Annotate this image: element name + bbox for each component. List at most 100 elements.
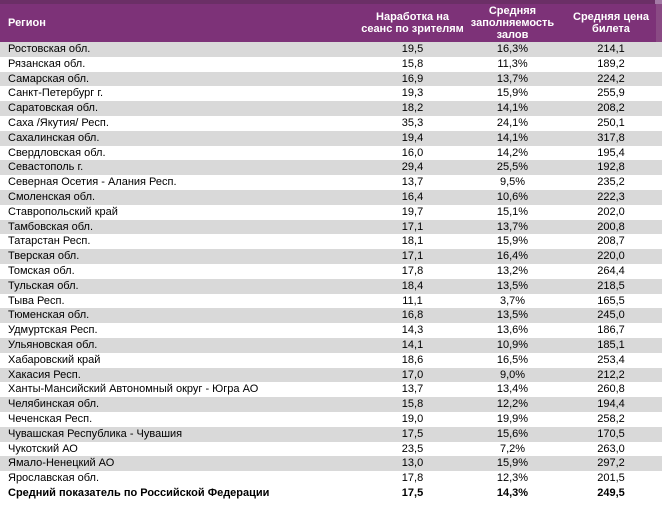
- table-header: Регион Наработка на сеанс по зрителям Ср…: [0, 0, 662, 42]
- region-cell: Чувашская Республика - Чувашия: [8, 427, 183, 440]
- occupancy-cell: 11,3%: [497, 57, 528, 70]
- occupancy-cell: 15,9%: [496, 87, 529, 100]
- price-cell: 208,2: [597, 102, 625, 115]
- table-row: Смоленская обл. 16,4 10,6% 222,3: [0, 189, 662, 205]
- per-session-cell: 18,2: [401, 102, 424, 115]
- price-cell: 253,4: [597, 353, 625, 366]
- per-session-cell: 17,1: [401, 250, 424, 263]
- price-cell: 200,8: [597, 220, 625, 233]
- region-cell: Тюменская обл.: [8, 309, 90, 322]
- region-cell: Хабаровский край: [8, 353, 101, 366]
- per-session-cell: 17,8: [401, 472, 424, 485]
- region-cell: Тверская обл.: [8, 250, 80, 263]
- column-header-region: Регион: [8, 17, 46, 29]
- table-row: Свердловская обл. 16,0 14,2% 195,4: [0, 146, 662, 161]
- per-session-cell: 16,8: [401, 309, 424, 322]
- per-session-cell: 17,8: [401, 264, 424, 277]
- per-session-cell: 13,0: [401, 457, 424, 470]
- per-session-cell: 13,7: [401, 383, 424, 396]
- per-session-cell: 14,3: [401, 324, 424, 337]
- table-row: Сахалинская обл. 19,4 14,1% 317,8: [0, 130, 662, 146]
- region-cell: Чукотский АО: [8, 442, 78, 455]
- occupancy-cell: 16,4%: [496, 250, 529, 263]
- occupancy-cell: 14,2%: [496, 146, 529, 159]
- price-cell: 222,3: [597, 190, 625, 203]
- region-cell: Саратовская обл.: [8, 102, 99, 115]
- table-row: Чеченская Респ. 19,0 19,9% 258,2: [0, 412, 662, 427]
- table-row: Ханты-Мансийский Автономный округ - Югра…: [0, 382, 662, 397]
- column-header-occupancy: Средняя заполняемость залов: [470, 5, 555, 41]
- header-right-edge: [656, 4, 662, 42]
- per-session-cell: 19,3: [401, 87, 424, 100]
- table-row: Рязанская обл. 15,8 11,3% 189,2: [0, 57, 662, 72]
- per-session-cell: 17,5: [401, 427, 424, 440]
- region-cell: Ульяновская обл.: [8, 338, 98, 351]
- per-session-cell: 18,1: [401, 235, 424, 248]
- price-cell: 170,5: [597, 427, 625, 440]
- occupancy-cell: 13,4%: [496, 383, 529, 396]
- table-row: Хакасия Респ. 17,0 9,0% 212,2: [0, 367, 662, 383]
- table-row: Ямало-Ненецкий АО 13,0 15,9% 297,2: [0, 456, 662, 472]
- price-cell: 165,5: [597, 294, 625, 307]
- table-row: Ростовская обл. 19,5 16,3% 214,1: [0, 42, 662, 57]
- table-row: Татарстан Респ. 18,1 15,9% 208,7: [0, 234, 662, 249]
- per-session-cell: 17,5: [401, 486, 424, 499]
- region-cell: Севастополь г.: [8, 161, 84, 174]
- region-cell: Ямало-Ненецкий АО: [8, 457, 115, 470]
- price-cell: 218,5: [597, 279, 625, 292]
- price-cell: 258,2: [597, 412, 625, 425]
- price-cell: 264,4: [597, 264, 625, 277]
- price-cell: 263,0: [597, 442, 625, 455]
- region-cell: Хакасия Респ.: [8, 368, 81, 381]
- table-row: Ульяновская обл. 14,1 10,9% 185,1: [0, 337, 662, 353]
- table-row: Томская обл. 17,8 13,2% 264,4: [0, 264, 662, 279]
- occupancy-cell: 13,7%: [496, 220, 529, 233]
- table-row: Ставропольский край 19,7 15,1% 202,0: [0, 205, 662, 220]
- occupancy-cell: 13,5%: [496, 279, 529, 292]
- region-cell: Свердловская обл.: [8, 146, 106, 159]
- region-cell: Ярославская обл.: [8, 472, 100, 485]
- header-top-right-corner: [655, 0, 662, 4]
- region-cell: Челябинская обл.: [8, 398, 100, 411]
- per-session-cell: 19,5: [401, 43, 424, 55]
- region-cell: Томская обл.: [8, 264, 75, 277]
- table-row: Тверская обл. 17,1 16,4% 220,0: [0, 249, 662, 264]
- price-cell: 195,4: [597, 146, 625, 159]
- table-row: Тульская обл. 18,4 13,5% 218,5: [0, 278, 662, 294]
- price-cell: 194,4: [597, 398, 625, 411]
- price-cell: 245,0: [597, 309, 625, 322]
- per-session-cell: 19,0: [401, 412, 424, 425]
- occupancy-cell: 25,5%: [496, 161, 529, 174]
- per-session-cell: 18,4: [401, 279, 424, 292]
- occupancy-cell: 16,3%: [496, 43, 529, 55]
- region-cell: Тамбовская обл.: [8, 220, 94, 233]
- region-cell: Ростовская обл.: [8, 43, 91, 55]
- table-row: Челябинская обл. 15,8 12,2% 194,4: [0, 397, 662, 412]
- occupancy-cell: 13,6%: [496, 324, 529, 337]
- table-row: Хабаровский край 18,6 16,5% 253,4: [0, 353, 662, 368]
- region-cell: Чеченская Респ.: [8, 412, 93, 425]
- region-cell: Ставропольский край: [8, 205, 118, 218]
- per-session-cell: 14,1: [401, 338, 424, 351]
- occupancy-cell: 7,2%: [499, 442, 526, 455]
- table-row: Чувашская Республика - Чувашия 17,5 15,6…: [0, 426, 662, 442]
- occupancy-cell: 9,5%: [499, 176, 526, 189]
- per-session-cell: 11,1: [402, 294, 423, 307]
- price-cell: 201,5: [597, 472, 625, 485]
- table-row: Самарская обл. 16,9 13,7% 224,2: [0, 71, 662, 87]
- price-cell: 214,1: [597, 43, 625, 55]
- occupancy-cell: 13,2%: [496, 264, 529, 277]
- price-cell: 186,7: [597, 324, 625, 337]
- table-row: Чукотский АО 23,5 7,2% 263,0: [0, 442, 662, 457]
- per-session-cell: 23,5: [401, 442, 424, 455]
- occupancy-cell: 14,3%: [496, 486, 529, 499]
- price-cell: 317,8: [597, 131, 625, 144]
- occupancy-cell: 13,5%: [496, 309, 529, 322]
- occupancy-cell: 15,6%: [496, 427, 529, 440]
- table-row: Удмуртская Респ. 14,3 13,6% 186,7: [0, 323, 662, 338]
- occupancy-cell: 10,9%: [496, 338, 529, 351]
- per-session-cell: 13,7: [401, 176, 424, 189]
- price-cell: 224,2: [597, 72, 625, 85]
- region-cell: Рязанская обл.: [8, 57, 86, 70]
